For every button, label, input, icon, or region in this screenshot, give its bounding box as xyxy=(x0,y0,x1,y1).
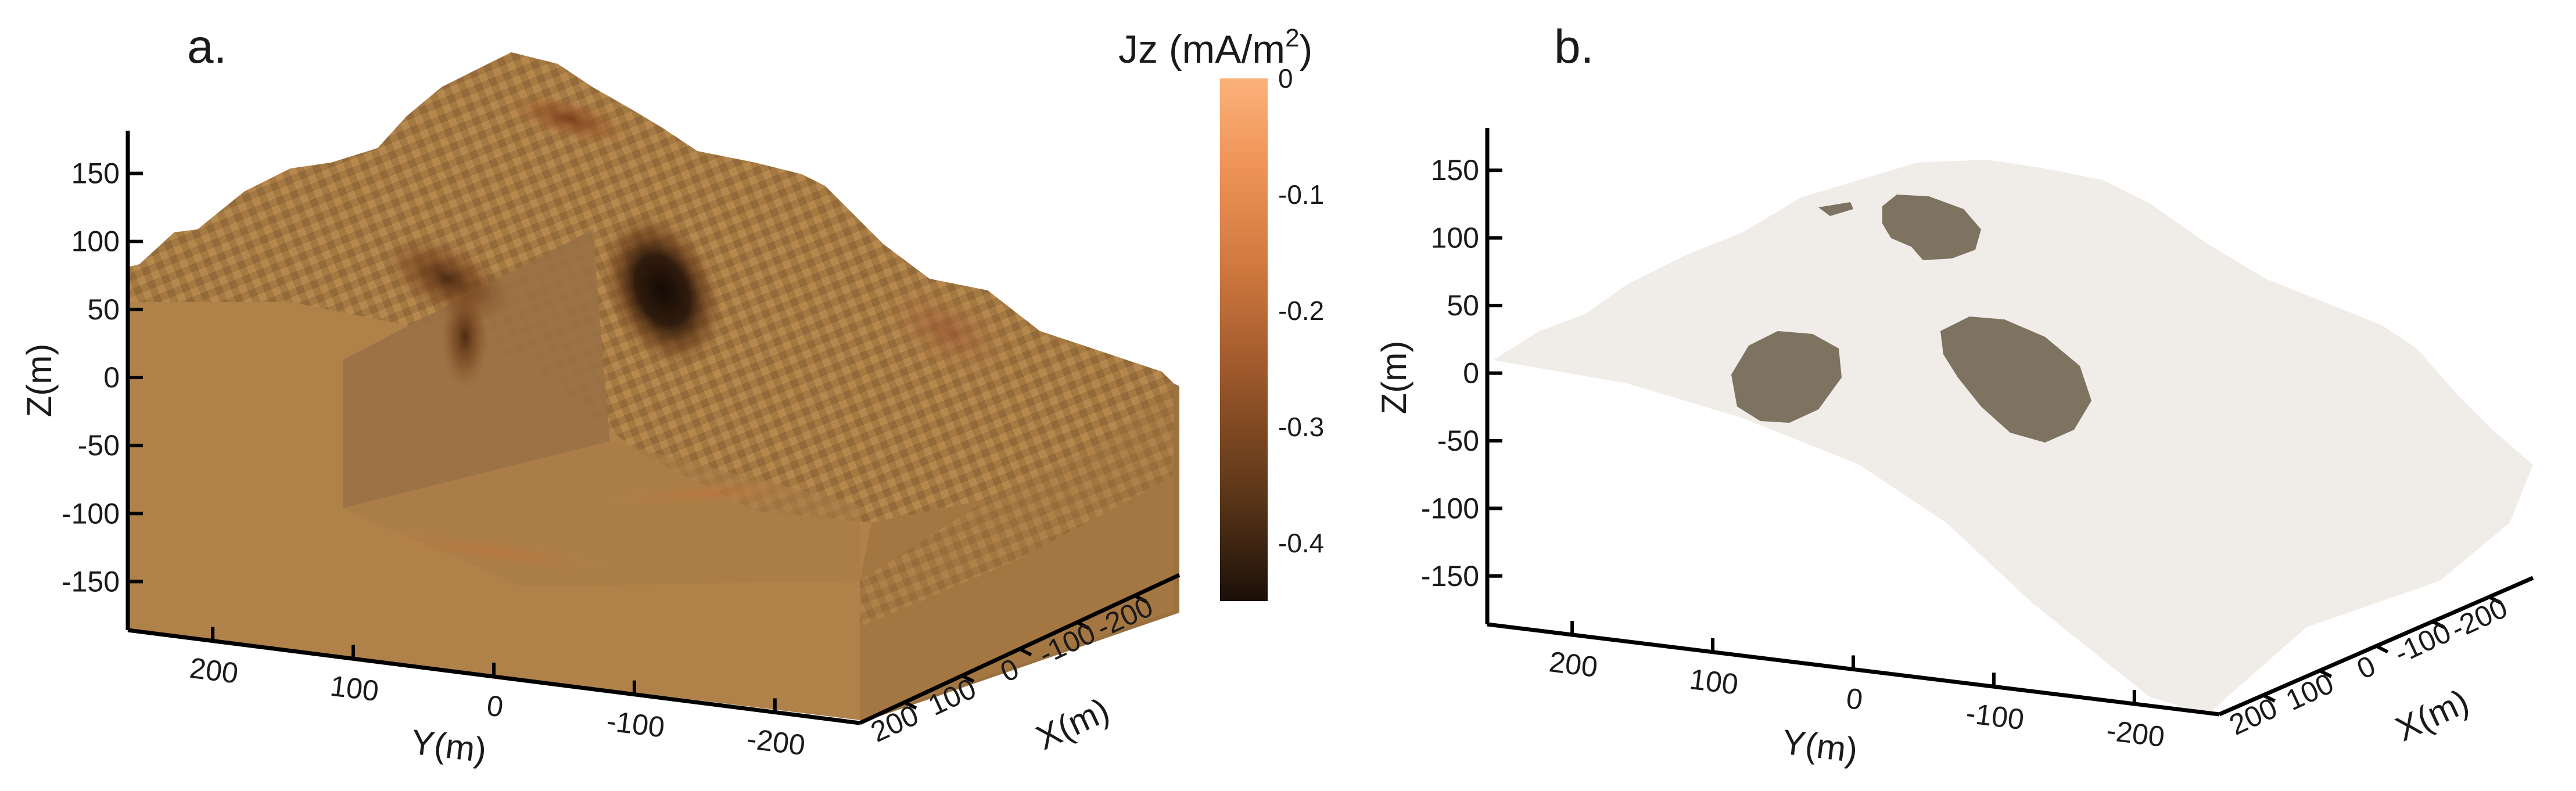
terrain-surface-b xyxy=(1493,160,2533,714)
b-x_ticks-tick-label-2: 0 xyxy=(2352,649,2380,686)
a-z-tick-label-1: 100 xyxy=(71,225,120,258)
b-x_ticks-tick-mark-2 xyxy=(2375,644,2389,654)
colorbar-tick-label-2: -0.2 xyxy=(1278,296,1324,326)
a-y_ticks-tick-label-4: -200 xyxy=(745,722,807,762)
colorbar-label: Jz (mA/m2) xyxy=(1118,24,1312,71)
y-ticks-a: 200 100 0 -100 -200 xyxy=(188,627,807,762)
b-z-tick-label-3: 0 xyxy=(1463,357,1479,390)
body-east xyxy=(1940,317,2091,443)
colorbar-tick-label-1: -0.1 xyxy=(1278,179,1324,210)
anomaly-east xyxy=(876,282,1018,380)
y-axis-label-a: Y(m) xyxy=(409,722,489,770)
body-small-north xyxy=(1818,202,1853,216)
b-x_ticks-tick-mark-3 xyxy=(2431,620,2445,629)
b-y_ticks-tick-label-4: -200 xyxy=(2105,714,2166,753)
z-axis-label-a: Z(m) xyxy=(20,344,59,418)
b-z-tick-label-6: -150 xyxy=(1421,560,1479,592)
a-z-tick-label-3: 0 xyxy=(103,361,120,394)
block-side-steps xyxy=(860,383,1174,627)
colorbar-gradient xyxy=(1220,78,1268,601)
a-z-tick-label-6: -150 xyxy=(62,565,120,598)
b-y_ticks-tick-label-0: 200 xyxy=(1547,645,1599,684)
z-ticks-b: 150 100 50 0 -50 -100 -150 xyxy=(1421,154,1502,592)
b-z-tick-label-0: 150 xyxy=(1431,154,1479,186)
colorbar: Jz (mA/m2) 0 -0.1 -0.2 -0.3 -0.4 xyxy=(1118,24,1324,601)
b-z-tick-label-2: 50 xyxy=(1447,289,1479,322)
body-north xyxy=(1882,195,1981,260)
colorbar-tick-label-3: -0.3 xyxy=(1278,412,1324,442)
panel-b: b. 150 100 50 0 -50 -100 -150 Z(m) 200 100 0 -100… xyxy=(1375,20,2534,770)
colorbar-tick-label-4: -0.4 xyxy=(1278,528,1324,558)
colorbar-ticks: 0 -0.1 -0.2 -0.3 -0.4 xyxy=(1278,63,1324,558)
a-x_ticks-tick-mark-2 xyxy=(1018,647,1032,657)
anomaly-ridge xyxy=(507,93,632,145)
anomaly-deep-2 xyxy=(361,528,626,576)
a-z-tick-label-5: -100 xyxy=(62,497,120,530)
a-x_ticks-tick-mark-0 xyxy=(903,700,917,710)
b-y_ticks-tick-label-1: 100 xyxy=(1688,663,1740,701)
a-x_ticks-tick-mark-4 xyxy=(1133,594,1147,603)
a-y_ticks-tick-label-1: 100 xyxy=(328,670,381,708)
b-y_ticks-tick-label-2: 0 xyxy=(1845,682,1864,716)
panel-a-label: a. xyxy=(187,20,227,73)
x-axis-label-a: X(m) xyxy=(1030,691,1115,758)
x-axis-label-b: X(m) xyxy=(2390,682,2474,749)
body-west xyxy=(1731,331,1842,423)
a-y_ticks-tick-label-2: 0 xyxy=(485,689,505,724)
panel-b-label: b. xyxy=(1554,20,1594,73)
b-z-tick-label-4: -50 xyxy=(1437,425,1479,457)
a-x_ticks-tick-mark-1 xyxy=(961,674,975,684)
y-axis-label-b: Y(m) xyxy=(1780,722,1860,770)
z-ticks-a: 150 100 50 0 -50 -100 -150 xyxy=(62,157,143,598)
a-z-tick-label-2: 50 xyxy=(87,293,120,326)
anomaly-main xyxy=(601,213,723,368)
a-z-tick-label-4: -50 xyxy=(78,429,120,462)
a-y_ticks-tick-label-0: 200 xyxy=(188,652,240,690)
b-y_ticks-tick-label-3: -100 xyxy=(1964,696,2026,736)
z-axis-label-b: Z(m) xyxy=(1375,341,1413,415)
a-z-tick-label-0: 150 xyxy=(71,157,120,190)
a-y_ticks-tick-label-3: -100 xyxy=(605,704,666,744)
colorbar-tick-label-0: 0 xyxy=(1278,63,1293,94)
b-x_ticks-tick-mark-1 xyxy=(2319,669,2333,678)
b-x_ticks-tick-mark-0 xyxy=(2262,693,2276,703)
b-z-tick-label-1: 100 xyxy=(1431,222,1479,254)
panel-a: a. 150 100 50 0 -50 -100 -150 Z(m) 200 100 0 -100… xyxy=(20,20,1181,770)
block-right-face xyxy=(860,383,1179,723)
b-z-tick-label-5: -100 xyxy=(1421,492,1479,524)
y-ticks-b: 200 100 0 -100 -200 xyxy=(1547,620,2166,753)
anomaly-west-tail xyxy=(442,285,488,389)
anomaly-deep xyxy=(593,478,825,509)
b-x_ticks-tick-mark-4 xyxy=(2488,595,2502,605)
a-x_ticks-tick-mark-3 xyxy=(1076,620,1090,630)
